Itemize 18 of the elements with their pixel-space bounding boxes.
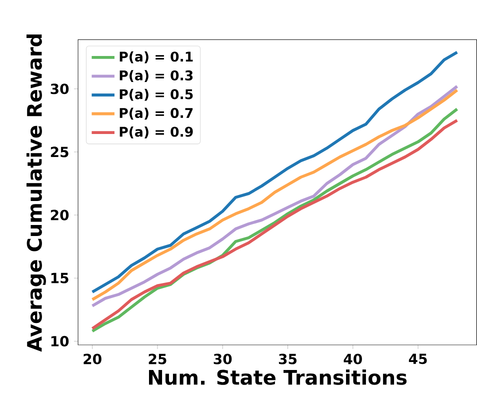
y-tick-label: 25 xyxy=(50,146,68,158)
legend-label: P(a) = 0.1 xyxy=(120,51,193,64)
x-tick-label: 35 xyxy=(278,354,297,364)
x-tick-label: 45 xyxy=(408,354,427,364)
y-tick-label: 30 xyxy=(50,84,69,94)
x-axis-title: Num. State Transitions xyxy=(149,369,407,385)
y-tick-label: 10 xyxy=(51,336,69,346)
legend-label: P(a) = 0.7 xyxy=(120,108,193,120)
x-tick-label: 40 xyxy=(344,354,362,364)
x-tick-label: 25 xyxy=(148,354,166,364)
x-tick-label: 30 xyxy=(214,354,232,364)
y-tick-label: 15 xyxy=(51,272,68,284)
legend-label: P(a) = 0.3 xyxy=(120,70,193,82)
y-tick-label: 20 xyxy=(50,210,69,220)
x-tick-label: 20 xyxy=(84,354,102,364)
legend-label: P(a) = 0.5 xyxy=(120,88,193,101)
legend-label: P(a) = 0.9 xyxy=(120,126,193,138)
y-axis-title: Average Cumulative Reward xyxy=(26,34,46,352)
